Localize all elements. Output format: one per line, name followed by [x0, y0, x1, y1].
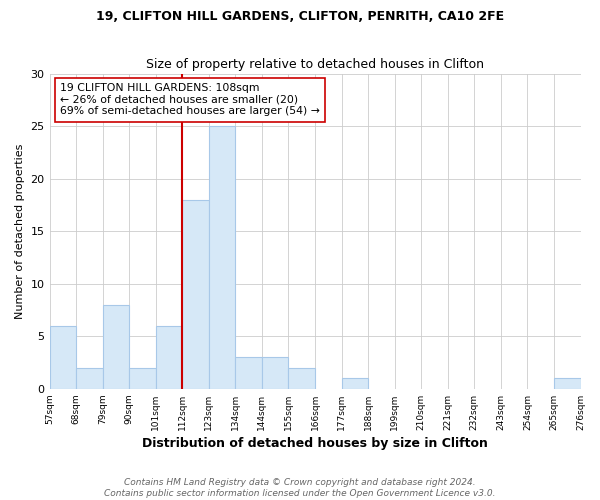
- X-axis label: Distribution of detached houses by size in Clifton: Distribution of detached houses by size …: [142, 437, 488, 450]
- Bar: [262, 358, 289, 389]
- Bar: [341, 378, 368, 389]
- Bar: [209, 126, 235, 389]
- Text: 19 CLIFTON HILL GARDENS: 108sqm
← 26% of detached houses are smaller (20)
69% of: 19 CLIFTON HILL GARDENS: 108sqm ← 26% of…: [60, 83, 320, 116]
- Bar: [76, 368, 103, 389]
- Y-axis label: Number of detached properties: Number of detached properties: [15, 144, 25, 319]
- Text: 19, CLIFTON HILL GARDENS, CLIFTON, PENRITH, CA10 2FE: 19, CLIFTON HILL GARDENS, CLIFTON, PENRI…: [96, 10, 504, 23]
- Bar: [50, 326, 76, 389]
- Text: Contains HM Land Registry data © Crown copyright and database right 2024.
Contai: Contains HM Land Registry data © Crown c…: [104, 478, 496, 498]
- Bar: [182, 200, 209, 389]
- Title: Size of property relative to detached houses in Clifton: Size of property relative to detached ho…: [146, 58, 484, 71]
- Bar: [289, 368, 315, 389]
- Bar: [156, 326, 182, 389]
- Bar: [554, 378, 581, 389]
- Bar: [129, 368, 156, 389]
- Bar: [103, 304, 129, 389]
- Bar: [235, 358, 262, 389]
